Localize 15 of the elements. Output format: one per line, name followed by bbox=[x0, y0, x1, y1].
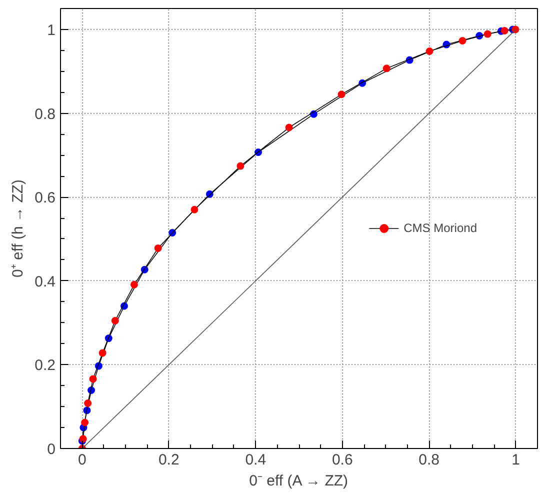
y-tick-label: 0 bbox=[47, 441, 56, 458]
y-tick-label: 0.2 bbox=[34, 357, 56, 374]
y-tick-label: 1 bbox=[47, 22, 56, 39]
x-axis-title: 0⁻ eff (A → ZZ) bbox=[249, 472, 348, 490]
x-tick-label: 0.2 bbox=[158, 452, 180, 468]
y-tick-label: 0.8 bbox=[34, 106, 56, 123]
x-tick-label: 0.6 bbox=[332, 452, 353, 468]
y-tick-label: 0.6 bbox=[34, 190, 56, 207]
legend-label: CMS Moriond bbox=[404, 221, 477, 235]
y-axis-title: 0⁺ eff (h → ZZ) bbox=[10, 179, 27, 278]
x-tick-label: 0.4 bbox=[245, 452, 266, 468]
y-tick-label: 0.4 bbox=[34, 273, 56, 290]
x-tick-label: 1 bbox=[512, 452, 520, 468]
x-tick-label: 0.8 bbox=[418, 452, 440, 468]
x-tick-label: 0 bbox=[78, 452, 86, 468]
